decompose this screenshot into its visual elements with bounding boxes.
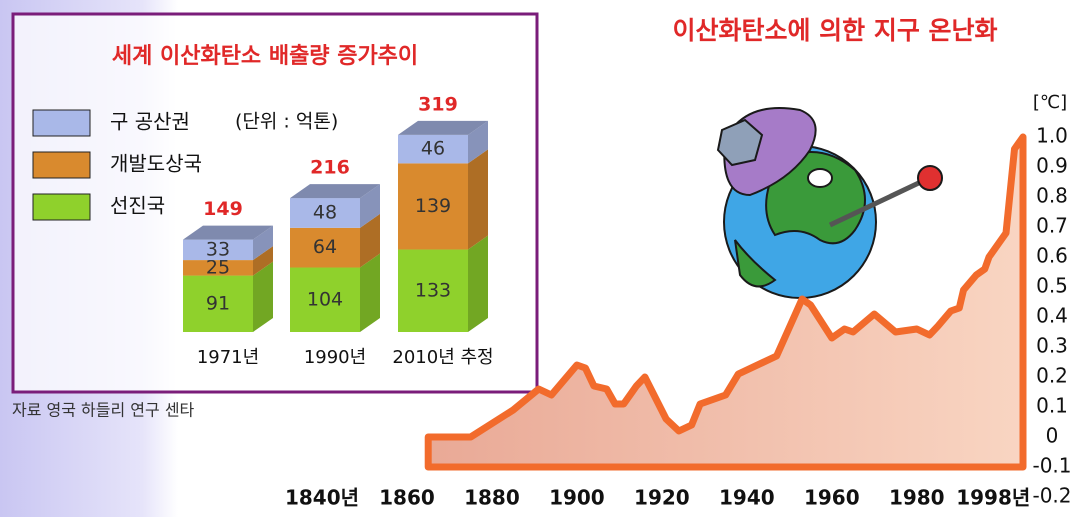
bar-segment [290, 227, 360, 268]
legend-label: 구 공산권 [110, 110, 190, 134]
bar-segment-side [468, 235, 488, 332]
x-tick-label: 1960 [804, 486, 860, 510]
x-tick-label: 1880 [464, 486, 520, 510]
total-label: 149 [203, 198, 243, 220]
x-tick-label: 1980 [889, 486, 945, 510]
bar-segment-side [360, 184, 380, 228]
bar-segment-side [253, 225, 273, 261]
segment-value-label: 46 [421, 138, 445, 160]
x-tick-label: 1860 [379, 486, 435, 510]
y-tick-label: 0.3 [1036, 334, 1068, 358]
source-note: 자료 영국 하들리 연구 센타 [12, 401, 195, 420]
bar-segment-side [253, 246, 273, 276]
segment-value-label: 91 [206, 292, 230, 314]
segment-value-label: 139 [415, 195, 451, 217]
segment-value-label: 33 [206, 238, 230, 260]
y-tick-label: 0.5 [1036, 274, 1068, 298]
legend-swatch [32, 193, 91, 221]
x-tick-label: 1971년 [197, 347, 259, 368]
segment-value-label: 104 [307, 288, 343, 310]
area-chart-title: 이산화탄소에 의한 지구 온난화 [672, 16, 997, 45]
unit-note: (단위 : 억톤) [235, 111, 338, 133]
y-axis-unit: [℃] [1033, 92, 1067, 113]
x-tick-label: 2010년 추정 [392, 347, 493, 368]
y-tick-label: 0 [1046, 424, 1059, 448]
bar-top [290, 184, 380, 199]
y-tick-label: 0.4 [1036, 304, 1068, 328]
area-fill [424, 133, 1027, 471]
y-tick-label: 0.6 [1036, 244, 1068, 268]
y-tick-label: -0.2 [1032, 484, 1071, 508]
bar-segment-side [253, 261, 273, 332]
segment-value-label: 25 [206, 256, 230, 278]
bar-top [183, 225, 273, 240]
bar-segment [398, 249, 468, 332]
x-tick-label: 1840년 [285, 486, 359, 510]
legend-swatch [32, 151, 91, 179]
bar-segment [398, 163, 468, 250]
y-tick-label: 0.1 [1036, 394, 1068, 418]
segment-value-label: 48 [313, 201, 337, 223]
x-tick-label: 1940 [719, 486, 775, 510]
total-label: 319 [418, 93, 458, 115]
bar-segment-side [360, 253, 380, 332]
bar-segment [290, 267, 360, 332]
x-tick-label: 1998년 [956, 486, 1030, 510]
x-tick-label: 1920 [634, 486, 690, 510]
segment-value-label: 133 [415, 279, 451, 301]
bar-chart-title: 세계 이산화탄소 배출량 증가추이 [112, 44, 418, 69]
bar-segment [183, 260, 253, 276]
bar-segment-side [468, 120, 488, 164]
bar-segment [183, 239, 253, 261]
legend-label: 개발도상국 [110, 152, 202, 176]
x-tick-label: 1900 [549, 486, 605, 510]
legend-label: 선진국 [110, 194, 165, 218]
segment-value-label: 64 [313, 236, 337, 258]
bar-segment-side [360, 213, 380, 268]
y-tick-label: 0.9 [1036, 154, 1068, 178]
bar-segment [183, 275, 253, 332]
bar-segment-side [468, 149, 488, 250]
x-tick-label: 1990년 [304, 347, 366, 368]
bar-segment [290, 198, 360, 228]
y-tick-label: 0.2 [1036, 364, 1068, 388]
bar-top [398, 120, 488, 135]
bar-segment [398, 134, 468, 164]
legend-swatch [32, 109, 91, 137]
sick-earth-illustration [716, 107, 943, 299]
total-label: 216 [310, 157, 350, 179]
y-tick-label: 1.0 [1036, 124, 1068, 148]
y-tick-label: -0.1 [1032, 454, 1071, 478]
y-tick-label: 0.8 [1036, 184, 1068, 208]
y-tick-label: 0.7 [1036, 214, 1068, 238]
